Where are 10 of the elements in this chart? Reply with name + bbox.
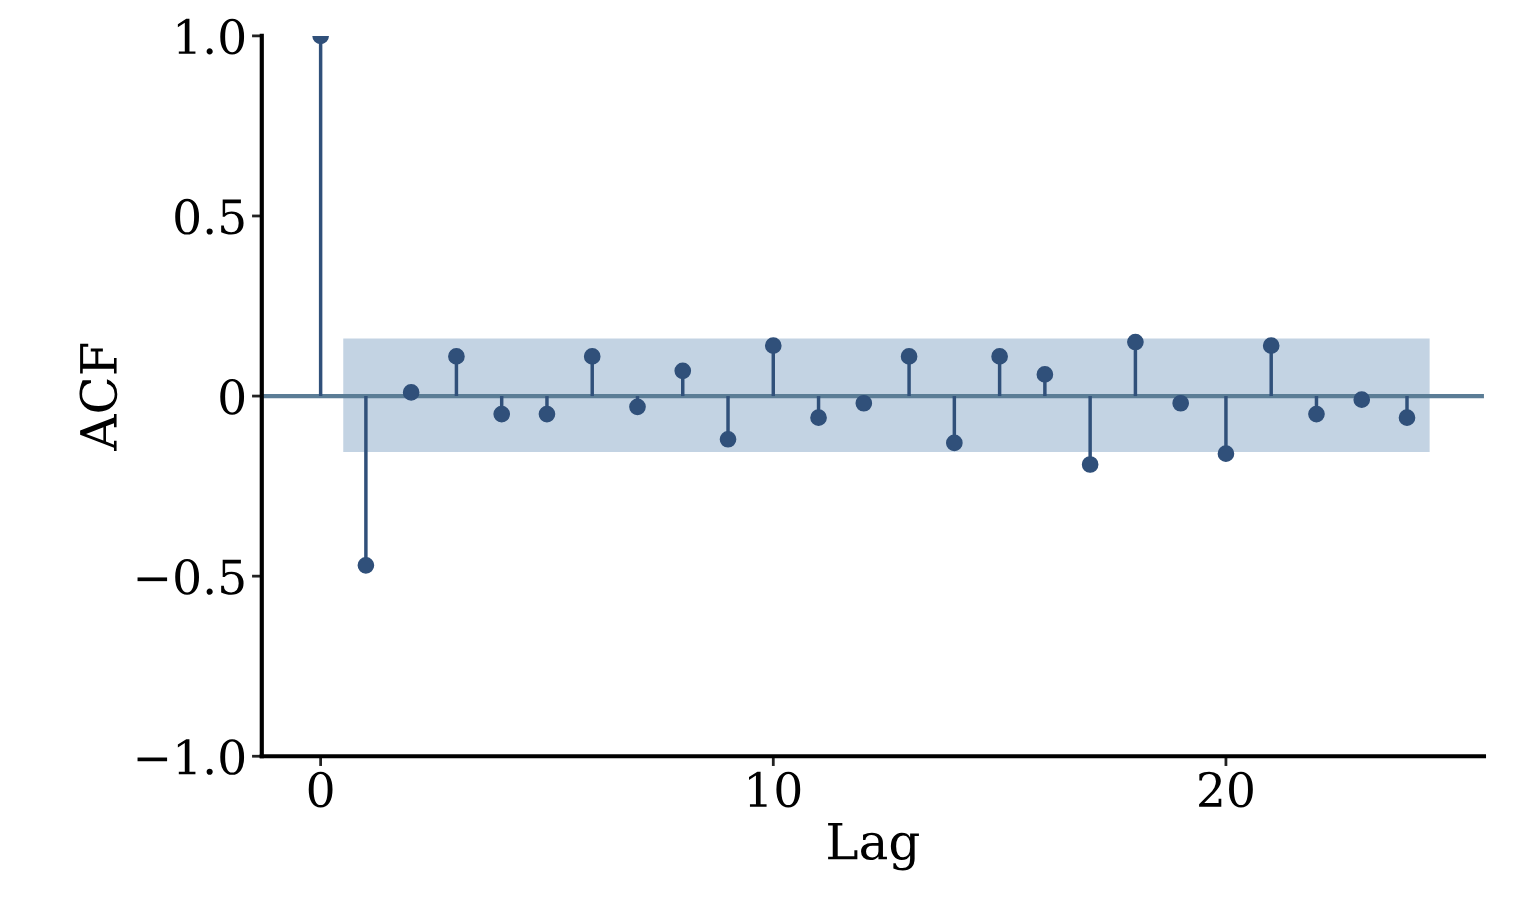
x-tick-label: 20	[1199, 771, 1253, 808]
x-tick-label: 10	[749, 771, 801, 808]
x-axis-title: Lag	[828, 822, 919, 871]
y-axis-title: ACF	[79, 343, 118, 451]
y-tick-label: 0	[220, 378, 245, 415]
y-tick-label: −1.0	[137, 739, 245, 775]
y-tick-label: 0.5	[175, 198, 244, 235]
y-tick-label: 1.0	[177, 18, 245, 55]
y-tick-label: −0.5	[137, 559, 244, 595]
x-tick-label: 0	[308, 771, 333, 808]
